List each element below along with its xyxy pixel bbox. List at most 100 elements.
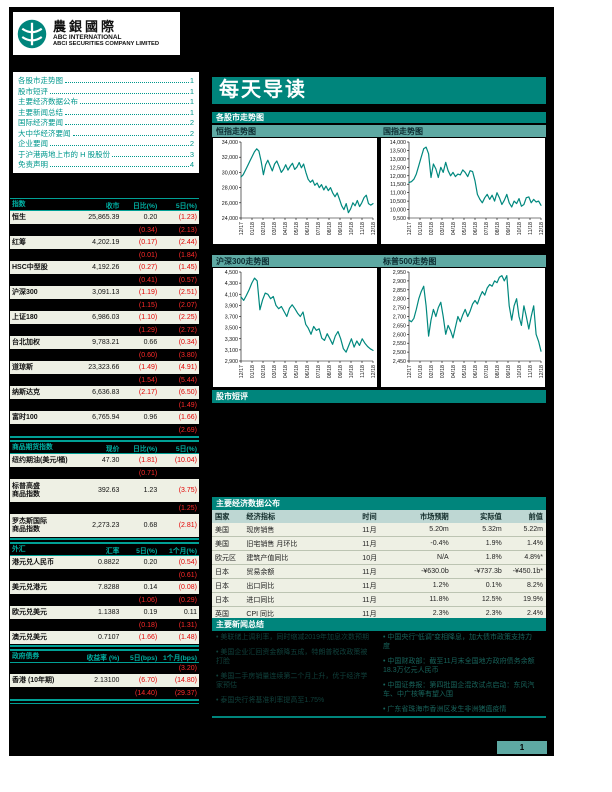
y-axis-tick-label: 3,500 <box>225 326 238 332</box>
cell-value: (0.71) <box>138 470 158 477</box>
cell-value: (0.17) <box>138 239 158 246</box>
y-axis-tick-label: 26,000 <box>222 201 238 207</box>
table-row: 港元兑人民币 0.8822 0.20 (0.54) <box>10 556 199 570</box>
x-axis-tick-label: 08/18 <box>495 222 501 235</box>
toc-item[interactable]: 主要经济数据公布 1 <box>18 97 194 106</box>
y-axis-tick-label: 4,100 <box>225 292 238 298</box>
x-axis-tick-label: 11/18 <box>360 365 366 378</box>
cell-value: 澳元兑美元 <box>12 633 47 641</box>
cell-value: (0.54) <box>178 559 197 566</box>
y-axis-tick-label: 3,300 <box>225 337 238 343</box>
econ-column-header: 时间 <box>362 511 377 521</box>
cell-value: 台北加权 <box>12 338 40 346</box>
cell-value: (1.10) <box>138 314 158 321</box>
econ-cell: 1.8% <box>485 554 502 561</box>
cell-value: (2.13) <box>178 227 197 234</box>
econ-row: 美国 旧宅销售 月环比 11月 -0.4% 1.9% 1.4% <box>212 537 546 551</box>
table-row-dark: (0.18) (1.31) <box>10 620 199 631</box>
page-number: 1 <box>497 741 547 754</box>
y-axis-tick-label: 24,000 <box>222 216 238 222</box>
table-row: 恒生 25,865.39 0.20 (1.23) <box>10 211 199 225</box>
cell-value: 0.20 <box>143 214 158 221</box>
cell-value: (2.81) <box>178 522 197 529</box>
cell-value: 0.20 <box>143 559 158 566</box>
chart-label-bar-row2: 沪深300走势图 标普500走势图 <box>212 255 546 267</box>
cell-value: 6,765.94 <box>92 414 120 421</box>
sp500-chart-panel: 2,450 2,500 2,550 2,600 2,650 2,700 2,750 2,800… <box>380 267 546 388</box>
toc-item[interactable]: 大中华经济要闻 2 <box>18 129 194 138</box>
logo-english-name: ABC INTERNATIONAL <box>53 33 122 41</box>
cell-value: (1.25) <box>178 505 197 512</box>
table-row-dark: (0.41) (0.57) <box>10 275 199 286</box>
x-axis-tick-label: 02/18 <box>261 222 267 235</box>
table-row: 道琼斯 23,323.66 (1.49) (4.91) <box>10 361 199 375</box>
y-axis-tick-label: 2,750 <box>393 306 406 312</box>
page-title: 每天导读 <box>212 77 546 104</box>
econ-column-header: 前值 <box>528 511 543 521</box>
econ-cell: 2.3% <box>432 610 449 617</box>
toc-page-number: 2 <box>189 118 194 127</box>
cell-value: 4,202.19 <box>92 239 120 246</box>
toc-item[interactable]: 免责声明 4 <box>18 160 194 169</box>
econ-cell: 4.8%* <box>524 554 543 561</box>
cell-value: (1.81) <box>138 457 158 464</box>
x-axis-tick-label: 06/18 <box>305 365 311 378</box>
cell-value: (3.20) <box>178 665 197 672</box>
line-chart: 2,900 3,100 3,300 3,500 3,700 3,900 4,100 4,300… <box>225 270 377 378</box>
toc-item[interactable]: 股市短评 1 <box>18 87 194 96</box>
cell-value: 0.19 <box>143 609 158 616</box>
x-axis-tick-label: 05/18 <box>294 365 300 378</box>
cell-value: 23,323.66 <box>88 364 120 371</box>
econ-cell: 日本 <box>215 568 229 576</box>
econ-row: 美国 现房销售 11月 5.20m 5.32m 5.22m <box>212 523 546 537</box>
chart-label-bar-row1: 恒指走势图 国指走势图 <box>212 125 546 137</box>
section-header-econ: 主要经济数据公布 <box>212 497 546 510</box>
econ-column-header: 市场预期 <box>419 511 449 521</box>
cell-value: 47.30 <box>101 457 120 464</box>
y-axis-tick-label: 2,600 <box>393 332 406 338</box>
econ-cell: 10月 <box>362 554 378 562</box>
x-axis-tick-label: 08/18 <box>327 222 333 235</box>
x-axis-tick-label: 12/17 <box>407 365 413 378</box>
y-axis-tick-label: 9,500 <box>393 216 406 222</box>
toc-item[interactable]: 各股市走势图 1 <box>18 76 194 85</box>
y-axis-tick-label: 13,000 <box>390 157 406 163</box>
cell-value: 0.68 <box>143 522 158 529</box>
econ-cell: 欧元区 <box>215 554 236 562</box>
x-axis-tick-label: 04/18 <box>451 365 457 378</box>
econ-cell: 美国 <box>215 540 229 548</box>
econ-cell: -0.4% <box>430 540 449 547</box>
econ-cell: 11.8% <box>429 596 449 603</box>
cell-value: 道琼斯 <box>12 363 33 371</box>
toc-page-number: 3 <box>189 149 194 159</box>
cell-value: 纳斯达克 <box>12 388 40 396</box>
toc-item[interactable]: 于沪港两地上市的 H 股股份 3 <box>18 150 194 159</box>
toc-dotted-leader <box>50 92 189 94</box>
cell-value: 6,986.03 <box>92 314 120 321</box>
y-axis-tick-label: 14,000 <box>390 140 406 146</box>
x-axis-tick-label: 07/18 <box>316 222 322 235</box>
cell-value: (14.40) <box>135 690 158 697</box>
econ-row: 欧元区 建筑产值同比 10月 N/A 1.8% 4.8%* <box>212 551 546 565</box>
table-row-dark: (0.34) (2.13) <box>10 225 199 236</box>
news-item: • 中国证券报：第四批国企混改试点启动：东风汽车、中广核等有望入围 <box>383 682 535 698</box>
toc-item[interactable]: 主要新闻总结 1 <box>18 108 194 117</box>
cell-value: (0.18) <box>138 622 158 629</box>
y-axis-tick-label: 2,550 <box>393 341 406 347</box>
toc-item-label: 股市短评 <box>18 86 48 96</box>
cell-value: (0.61) <box>178 572 197 579</box>
toc-page-number: 1 <box>189 107 194 117</box>
toc: 各股市走势图 1 股市短评 1 主要经济数据公布 1 主要新闻总结 1 国际经济要闻 2 大中华经济… <box>13 72 199 173</box>
section-header-markets: 各股市走势图 <box>212 112 546 123</box>
cell-value: (1.49) <box>138 364 158 371</box>
column-header: 1个月(%) <box>169 547 197 555</box>
econ-cell: 2.4% <box>527 610 543 617</box>
econ-cell: 日本 <box>215 596 229 604</box>
toc-item[interactable]: 国际经济要闻 2 <box>18 118 194 127</box>
toc-item[interactable]: 企业要闻 2 <box>18 139 194 148</box>
econ-cell: 1.9% <box>485 540 502 547</box>
cell-value: (1.19) <box>138 289 158 296</box>
news-item: • 中国央行“低调”变相降息，加大债市政策支持力度 <box>383 634 533 650</box>
x-axis-tick-label: 05/18 <box>462 365 468 378</box>
econ-table: 国家 经济指标 时间 市场预期 实际值 前值 美国 现房销售 11月 5.20m 5.32m 5.22… <box>212 510 546 621</box>
